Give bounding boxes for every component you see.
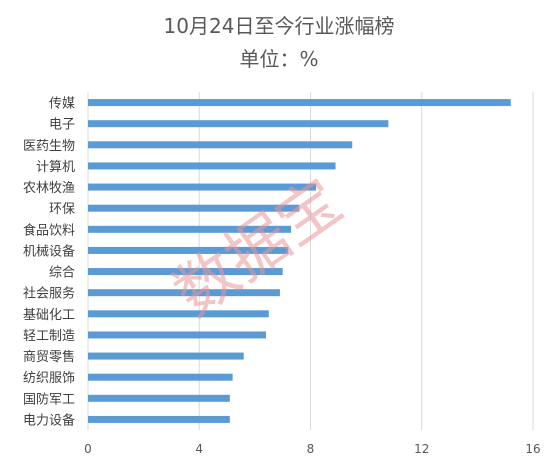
category-label: 轻工制造 [23,329,75,344]
bar [88,373,233,381]
bar [88,415,230,423]
x-tick-label: 16 [525,442,540,456]
category-label: 医药生物 [23,139,75,154]
bar [88,204,300,212]
bar [88,352,244,360]
category-label: 商贸零售 [23,349,75,365]
x-tick-label: 0 [84,442,92,456]
category-label: 社会服务 [23,286,75,302]
x-tick-labels: 0 4 8 12 16 [84,442,540,456]
bar [88,289,280,297]
bar [88,99,511,107]
category-label: 环保 [49,202,75,217]
bar [88,162,336,170]
category-label: 计算机 [36,160,75,175]
category-label: 农林牧渔 [23,181,75,196]
x-tick-label: 4 [195,442,203,456]
category-label: 基础化工 [23,308,75,323]
bar [88,225,292,233]
bar [88,394,230,402]
x-tick-label: 12 [414,442,429,456]
bar [88,120,389,128]
gridlines [87,92,534,430]
bar [88,310,269,318]
chart-title: 10月24日至今行业涨幅榜 [164,14,395,38]
chart-subtitle: 单位：% [239,47,318,71]
category-label: 传媒 [49,97,75,112]
x-tick-label: 8 [307,442,315,456]
category-label: 纺织服饰 [23,371,75,386]
bar [88,183,317,191]
category-label: 食品饮料 [23,222,75,238]
category-label: 综合 [49,266,75,281]
bar [88,246,289,254]
category-label: 机械设备 [23,243,75,259]
bar [88,331,266,339]
bar [88,268,283,276]
bars [88,99,511,423]
category-label: 电力设备 [23,412,75,428]
category-label: 国防军工 [23,391,75,407]
category-labels: 传媒电子医药生物计算机农林牧渔环保食品饮料机械设备综合社会服务基础化工轻工制造商… [23,97,75,429]
category-label: 电子 [49,118,75,133]
bar [88,141,353,149]
